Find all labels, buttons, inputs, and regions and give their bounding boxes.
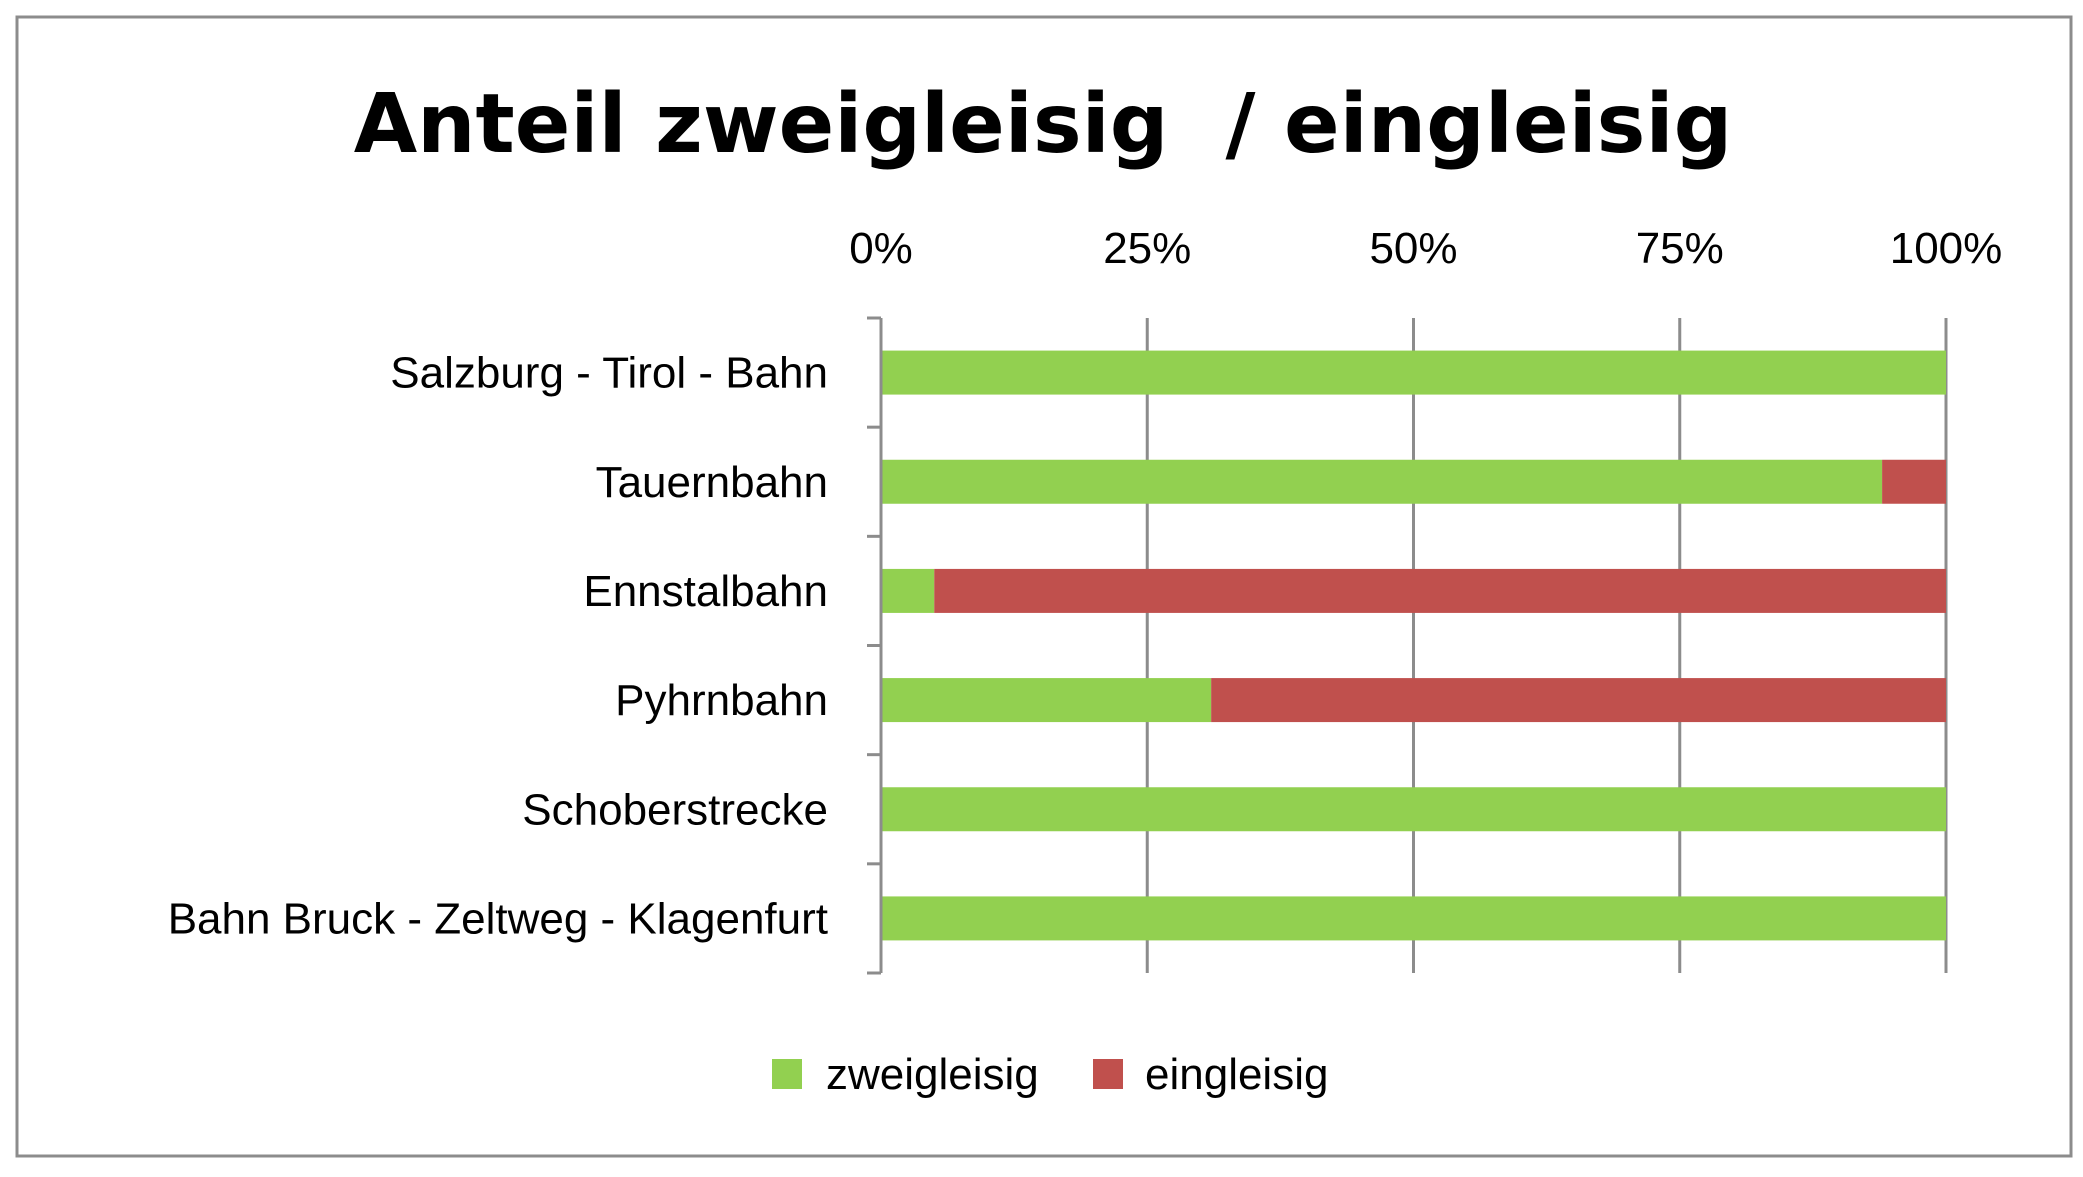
category-label: Tauernbahn <box>596 458 828 507</box>
x-tick-label: 25% <box>1103 224 1191 273</box>
bar-zweigleisig <box>881 787 1946 832</box>
legend-label: zweigleisig <box>826 1050 1039 1099</box>
bar-eingleisig <box>1211 678 1946 723</box>
legend-label: eingleisig <box>1145 1050 1328 1099</box>
category-label: Pyhrnbahn <box>615 676 828 725</box>
category-label: Salzburg - Tirol - Bahn <box>390 349 828 398</box>
bar-zweigleisig <box>881 459 1883 504</box>
legend-swatch <box>772 1059 802 1089</box>
axes <box>867 316 883 975</box>
bar-zweigleisig <box>881 350 1946 395</box>
chart-title: Anteil zweigleisig / eingleisig <box>354 77 1733 172</box>
x-tick-labels: 0% 25% 50% 75% 100% <box>849 224 2002 273</box>
bar-eingleisig <box>934 568 1946 613</box>
bar-zweigleisig <box>881 678 1212 723</box>
x-tick-label: 75% <box>1636 224 1724 273</box>
bar-zweigleisig <box>881 568 935 613</box>
bars <box>881 350 1946 941</box>
x-tick-label: 100% <box>1890 224 2003 273</box>
category-label: Ennstalbahn <box>583 567 828 616</box>
category-label: Schoberstrecke <box>522 785 828 834</box>
bar-zweigleisig <box>881 896 1946 941</box>
legend: zweigleisig eingleisig <box>772 1050 1328 1099</box>
x-tick-label: 0% <box>849 224 913 273</box>
bar-eingleisig <box>1882 459 1946 504</box>
legend-swatch <box>1093 1059 1123 1089</box>
category-labels: Salzburg - Tirol - Bahn Tauernbahn Ennstal… <box>168 349 828 944</box>
x-tick-label: 50% <box>1369 224 1457 273</box>
category-label: Bahn Bruck - Zeltweg - Klagenfurt <box>168 894 828 943</box>
